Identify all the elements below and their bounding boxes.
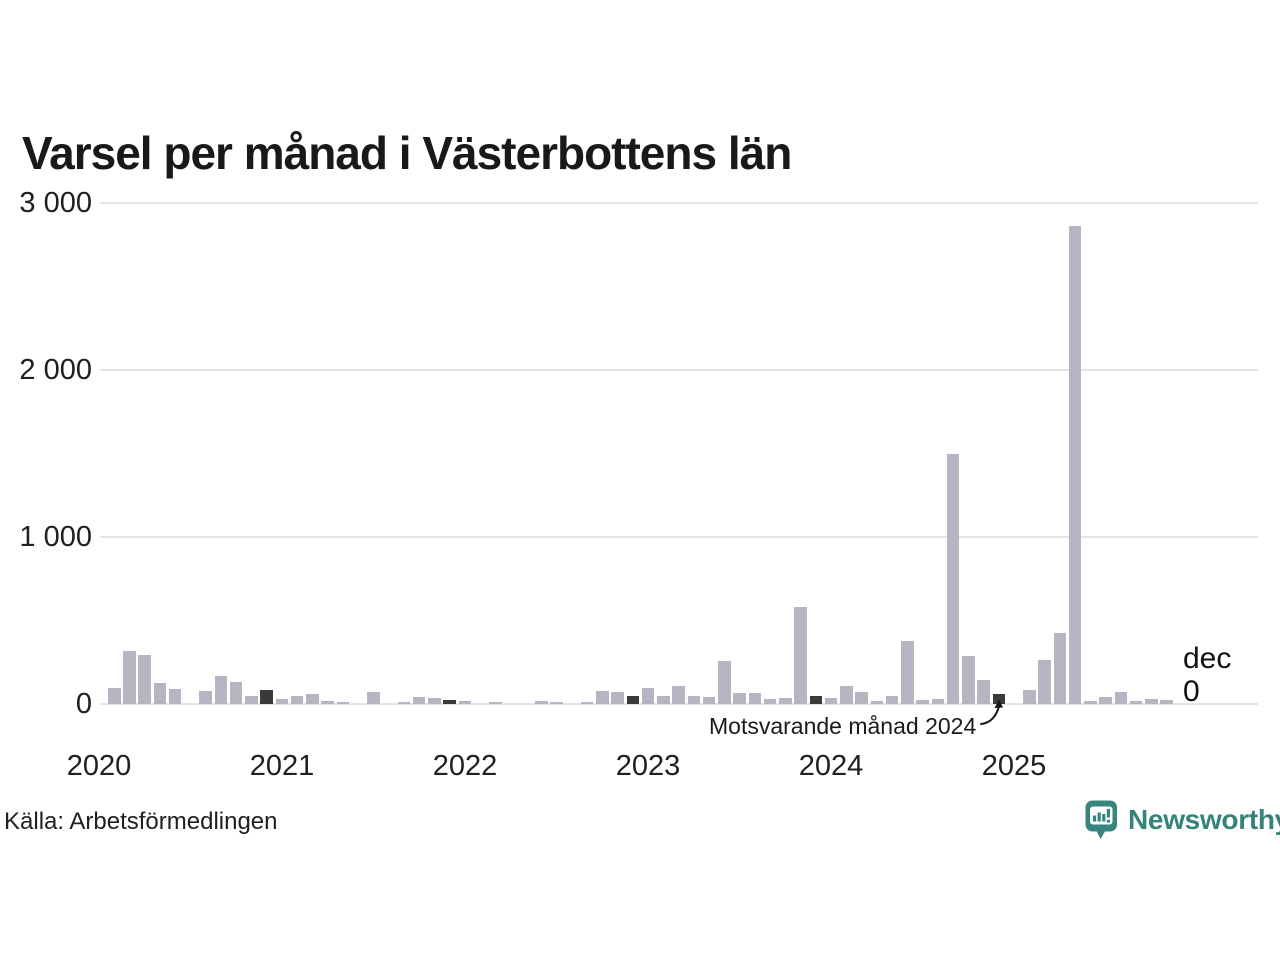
bar-2023-apr	[687, 696, 701, 704]
bar-2022-jun	[535, 701, 548, 704]
newsworthy-wordmark: Newsworthy	[1128, 804, 1280, 835]
chart-title: Varsel per månad i Västerbottens län	[22, 127, 792, 179]
bar-2023-dec	[809, 696, 823, 704]
bar-2024-aug	[931, 699, 945, 704]
x-tick-label-2020: 2020	[66, 750, 132, 782]
x-tick-label-2022: 2022	[432, 750, 498, 782]
bar-2025-apr	[1053, 633, 1067, 704]
bar-2021-dec	[443, 700, 456, 704]
y-tick-label: 2 000	[19, 354, 92, 386]
bar-2024-okt	[962, 655, 975, 704]
bar-2024-maj	[885, 695, 899, 704]
gridline-1000	[100, 536, 1258, 538]
bar-2021-jan	[275, 699, 289, 704]
bar-2023-mar	[672, 685, 685, 704]
bar-2025-jul	[1099, 696, 1112, 704]
bar-2023-okt	[779, 698, 792, 704]
bar-2022-okt	[596, 690, 609, 704]
bar-2023-jun	[718, 660, 731, 704]
bar-2020-aug	[199, 690, 212, 704]
bar-2020-mar	[123, 651, 136, 704]
bar-2024-mar	[855, 692, 868, 704]
bar-2025-mar	[1038, 659, 1051, 704]
bar-2021-okt	[412, 697, 426, 704]
x-tick-label-2021: 2021	[249, 750, 315, 782]
bar-2020-maj	[153, 683, 167, 704]
bar-2021-apr	[321, 700, 334, 704]
bar-2023-feb	[657, 696, 670, 704]
y-tick-label: 0	[75, 688, 92, 720]
bar-2020-sep	[214, 676, 228, 704]
bar-2024-sep	[946, 453, 960, 704]
newsworthy-logo: Newsworthy	[1085, 800, 1280, 840]
bar-2023-maj	[702, 696, 716, 704]
latest-month-label: dec 0	[1183, 642, 1231, 708]
bar-2024-apr	[870, 701, 884, 704]
bar-2025-okt	[1145, 699, 1158, 704]
annotation-comparison-label: Motsvarande månad 2024	[709, 713, 977, 739]
bar-2022-jul	[550, 702, 563, 704]
newsworthy-icon	[1085, 800, 1117, 839]
bar-2024-jan	[824, 697, 838, 704]
y-tick-label: 3 000	[19, 187, 92, 219]
latest-month-name: dec	[1183, 642, 1232, 675]
latest-month-value: 0	[1183, 675, 1200, 708]
bar-2025-jun	[1084, 700, 1097, 704]
bar-2024-feb	[840, 685, 853, 704]
bar-2023-jul	[733, 692, 746, 704]
bar-2025-maj	[1068, 226, 1082, 704]
bar-2025-nov	[1160, 699, 1173, 704]
bar-2023-nov	[794, 607, 807, 704]
bar-2020-feb	[108, 688, 121, 704]
bar-2022-mar	[489, 701, 502, 704]
bar-2022-jan	[458, 701, 472, 704]
bar-2020-apr	[138, 654, 151, 704]
bar-2023-sep	[763, 699, 777, 704]
y-tick-label: 1 000	[19, 521, 92, 553]
x-tick-label-2025: 2025	[981, 750, 1047, 782]
gridline-0	[100, 703, 1258, 705]
bar-2020-dec	[260, 690, 273, 704]
bar-2021-maj	[336, 702, 350, 704]
bar-2024-jul	[916, 699, 929, 704]
bar-2021-mar	[306, 693, 319, 704]
gridline-3000	[100, 202, 1258, 204]
source-label: Källa: Arbetsförmedlingen	[4, 808, 278, 835]
bar-2025-feb	[1023, 689, 1036, 704]
x-tick-label-2024: 2024	[798, 750, 864, 782]
bar-2022-nov	[611, 692, 624, 704]
bar-2022-sep	[580, 702, 594, 704]
bar-2022-dec	[626, 695, 640, 704]
bar-2023-jan	[641, 688, 655, 704]
bar-2020-nov	[245, 696, 258, 704]
bar-2021-nov	[428, 698, 441, 704]
bar-2021-feb	[290, 696, 304, 704]
bar-2020-okt	[229, 681, 243, 704]
bar-2021-sep	[397, 702, 411, 704]
bar-2025-aug	[1114, 691, 1128, 704]
x-tick-label-2023: 2023	[615, 750, 681, 782]
bar-2021-jul	[367, 692, 380, 704]
annotation-arrow-icon	[980, 699, 1003, 725]
bar-2025-sep	[1129, 700, 1143, 704]
bar-2023-aug	[748, 693, 762, 704]
bar-2024-nov	[977, 679, 990, 704]
bar-2020-jun	[168, 689, 182, 704]
bar-2024-dec	[992, 694, 1006, 704]
bar-2024-jun	[901, 640, 914, 704]
gridline-2000	[100, 369, 1258, 371]
